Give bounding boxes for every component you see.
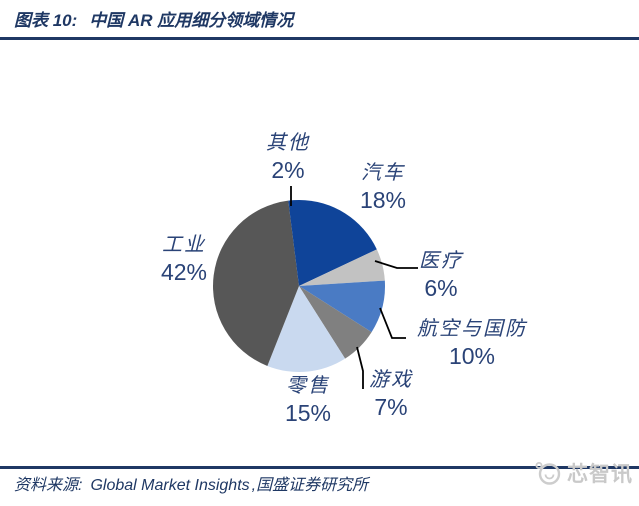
pie-label-qita: 其他 2% [266,130,310,185]
pie-label-gongye: 工业 42% [161,232,207,287]
pie-slices-group [213,200,385,372]
leader-line-youxi [356,346,364,389]
pie-slice-yiliao [299,249,385,286]
source-suffix: ,国盛证券研究所 [251,477,369,494]
xinzhixun-logo-icon [535,462,561,485]
leader-line-hangkong [379,307,406,339]
footer-divider [0,466,639,469]
figure-number: 图表 10: [14,11,78,30]
pie-label-lingshou: 零售 15% [285,373,331,428]
pie-label-name: 工业 [161,234,206,256]
pie-label-yiliao: 医疗 6% [419,248,463,303]
pie-label-value: 7% [374,394,408,420]
source-prefix: 资料来源: [14,477,83,494]
pie-label-value: 2% [271,157,305,183]
pie-label-value: 42% [160,259,208,285]
pie-label-name: 汽车 [360,162,405,184]
pie-label-youxi: 游戏 7% [369,367,413,422]
pie-slice-youxi [299,286,372,359]
title-divider [0,37,639,40]
pie-slice-qita [288,200,299,286]
pie-label-name: 航空与国防 [417,318,527,340]
leader-line-yiliao [374,260,418,269]
pie-label-name: 游戏 [369,369,413,391]
source-en: Global Market Insights [90,477,250,494]
pie-label-hangkong: 航空与国防 10% [417,316,527,371]
source-note: 资料来源: Global Market Insights ,国盛证券研究所 [14,471,368,495]
watermark: 芯智讯 [534,458,633,488]
pie-label-qiche: 汽车 18% [360,160,406,215]
figure-title-text: 中国 AR 应用细分领域情况 [89,11,294,30]
pie-slice-gongye [213,200,299,366]
pie-label-name: 其他 [266,132,310,154]
pie-slice-hangkong [299,280,385,333]
pie-label-value: 6% [424,275,458,301]
pie-label-value: 18% [359,187,407,213]
pie-label-name: 零售 [285,375,330,397]
pie-slice-qiche [299,200,377,286]
pie-label-value: 10% [448,343,496,369]
watermark-text: 芯智讯 [567,463,633,486]
pie-slice-lingshou [267,286,346,372]
pie-label-value: 15% [284,400,332,426]
figure-title: 图表 10: 中国 AR 应用细分领域情况 [14,6,293,31]
pie-label-name: 医疗 [419,250,463,272]
